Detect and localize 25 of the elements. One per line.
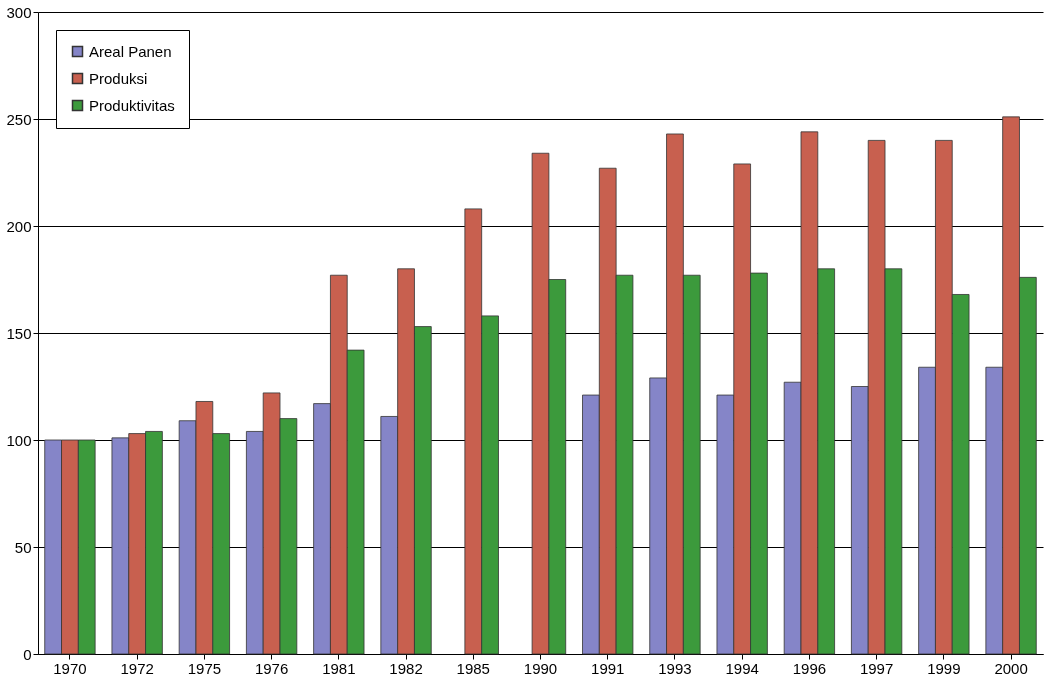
legend-label: Produksi	[89, 69, 148, 87]
y-tick-label: 200	[6, 217, 32, 235]
x-tick-label: 1993	[658, 659, 692, 677]
x-tick-label: 1990	[523, 659, 558, 677]
y-tick-label: 300	[6, 3, 32, 21]
x-tick-label: 1985	[456, 659, 490, 677]
y-tick-label: 50	[14, 538, 32, 556]
x-tick-label: 1994	[725, 659, 759, 677]
y-tick-label: 150	[6, 324, 32, 342]
x-tick-label: 1981	[322, 659, 356, 677]
x-tick-label: 1996	[792, 659, 827, 677]
x-tick-label: 1999	[927, 659, 961, 677]
x-tick-label: 1975	[187, 659, 222, 677]
x-tick-label: 1970	[53, 659, 87, 677]
x-tick-label: 1976	[254, 659, 289, 677]
x-tick-label: 1997	[859, 659, 894, 677]
y-tick-label: 250	[6, 110, 32, 128]
x-tick-label: 1972	[120, 659, 154, 677]
x-tick-label: 2000	[994, 659, 1028, 677]
legend-label: Areal Panen	[89, 42, 172, 60]
y-tick-label: 100	[6, 431, 32, 449]
y-tick-label: 0	[23, 645, 32, 663]
x-tick-label: 1991	[591, 659, 625, 677]
legend-label: Produktivitas	[89, 96, 175, 114]
x-tick-label: 1982	[389, 659, 423, 677]
